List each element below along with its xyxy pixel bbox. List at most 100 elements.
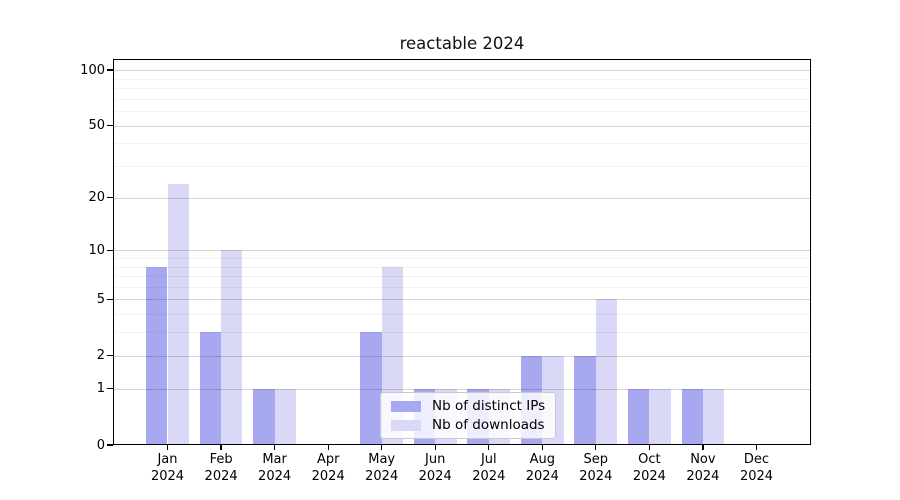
x-tick-month: Aug (529, 452, 555, 467)
y-tick-label-100: 100 (80, 62, 105, 78)
x-tick-label-mar: Mar 2024 (245, 452, 305, 485)
x-tick-jun (434, 445, 436, 450)
legend-swatch-downloads (391, 419, 421, 431)
plot-area (113, 59, 811, 445)
bar-distinct-ips-sep (574, 355, 596, 444)
gridline-major-100 (114, 70, 810, 71)
y-tick-label-20: 20 (88, 190, 105, 206)
x-tick-year: 2024 (472, 468, 506, 484)
bar-downloads-jan (167, 183, 189, 444)
x-tick-month: Dec (743, 452, 770, 467)
x-tick-month: Jun (425, 452, 446, 467)
x-tick-month: Sep (583, 452, 609, 467)
chart-title: reactable 2024 (399, 34, 525, 53)
legend: Nb of distinct IPs Nb of downloads (380, 392, 557, 439)
x-tick-year: 2024 (150, 468, 185, 484)
x-tick-year: 2024 (365, 468, 399, 484)
bar-downloads-oct (649, 388, 671, 444)
gridline-minor-30 (114, 166, 810, 167)
y-tick-label-50: 50 (88, 118, 105, 133)
x-tick-dec (755, 445, 758, 450)
x-tick-label-apr: Apr 2024 (298, 452, 358, 485)
x-tick-feb (220, 445, 222, 450)
legend-entry: Nb of distinct IPs (391, 399, 545, 413)
gridline-major-10 (114, 250, 810, 252)
y-tick-2 (107, 355, 113, 357)
gridline-minor-6 (114, 286, 810, 288)
x-tick-year: 2024 (525, 468, 559, 484)
x-tick-year: 2024 (739, 468, 774, 484)
x-tick-month: May (368, 452, 396, 467)
legend-label: Nb of downloads (432, 417, 545, 433)
x-tick-may (381, 445, 383, 450)
x-tick-oct (648, 445, 651, 450)
x-tick-label-jun: Jun 2024 (405, 452, 465, 485)
gridline-major-2 (114, 355, 810, 357)
y-tick-label-1: 1 (96, 381, 105, 397)
gridline-minor-9 (114, 257, 810, 259)
x-tick-label-oct: Oct 2024 (619, 452, 679, 485)
x-tick-jan (166, 445, 169, 450)
x-tick-month: Jul (480, 452, 497, 467)
x-tick-apr (327, 445, 329, 450)
x-tick-month: Feb (209, 452, 233, 467)
gridline-major-1 (114, 388, 810, 390)
legend-label: Nb of distinct IPs (432, 398, 546, 414)
gridline-minor-80 (114, 87, 810, 89)
x-tick-year: 2024 (579, 468, 613, 484)
y-tick-0 (107, 444, 113, 446)
bar-distinct-ips-mar (253, 388, 275, 444)
x-tick-label-dec: Dec 2024 (727, 452, 787, 485)
x-tick-label-aug: Aug 2024 (512, 452, 572, 485)
x-tick-label-feb: Feb 2024 (191, 452, 251, 485)
x-tick-mar (273, 445, 276, 450)
x-tick-month: Oct (638, 452, 661, 467)
gridline-major-20 (114, 197, 810, 199)
gridline-minor-60 (114, 111, 810, 112)
bar-downloads-sep (595, 299, 618, 444)
x-tick-label-jul: Jul 2024 (459, 452, 519, 485)
gridline-minor-70 (114, 98, 810, 100)
x-tick-month: Mar (262, 452, 287, 467)
legend-entry: Nb of downloads (391, 418, 545, 432)
x-tick-label-nov: Nov 2024 (673, 452, 733, 485)
bar-distinct-ips-oct (628, 388, 650, 444)
x-tick-sep (595, 445, 597, 450)
y-tick-20 (107, 196, 113, 199)
x-tick-label-sep: Sep 2024 (566, 452, 626, 485)
gridline-minor-90 (114, 78, 810, 80)
y-tick-label-0: 0 (96, 437, 105, 453)
x-tick-year: 2024 (311, 468, 345, 484)
bar-distinct-ips-nov (681, 388, 703, 444)
gridline-minor-40 (114, 143, 810, 145)
bar-distinct-ips-may (360, 332, 382, 444)
x-tick-label-may: May 2024 (352, 452, 412, 485)
y-tick-1 (107, 388, 113, 390)
x-tick-label-jan: Jan 2024 (138, 452, 198, 485)
y-tick-label-10: 10 (88, 242, 105, 258)
y-tick-10 (107, 249, 113, 251)
gridline-minor-4 (114, 314, 810, 316)
y-tick-label-5: 5 (96, 291, 105, 307)
x-tick-year: 2024 (632, 468, 666, 484)
x-tick-aug (541, 445, 543, 450)
bar-downloads-feb (221, 250, 243, 444)
x-tick-year: 2024 (418, 468, 452, 484)
x-tick-year: 2024 (686, 468, 720, 484)
x-tick-month: Nov (690, 452, 716, 467)
gridline-minor-8 (114, 266, 810, 268)
y-tick-5 (107, 298, 113, 301)
x-tick-month: Jan (157, 452, 178, 467)
x-tick-nov (702, 445, 704, 450)
y-tick-50 (107, 124, 113, 127)
x-tick-jul (488, 445, 490, 450)
bar-downloads-nov (702, 388, 725, 444)
gridline-major-50 (114, 125, 810, 127)
legend-swatch-distinct-ips (391, 400, 421, 412)
gridline-minor-7 (114, 276, 810, 277)
x-tick-year: 2024 (258, 468, 292, 484)
bar-downloads-mar (274, 388, 296, 444)
bar-distinct-ips-jan (146, 266, 168, 444)
x-tick-month: Apr (316, 452, 340, 467)
